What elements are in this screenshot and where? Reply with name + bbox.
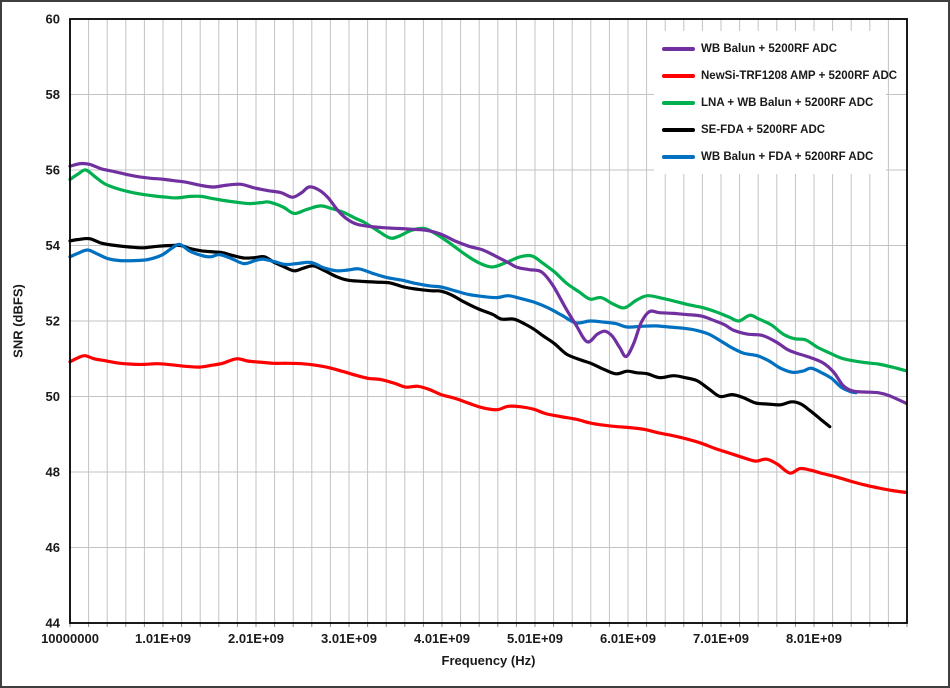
legend-item-1: WB Balun + 5200RF ADC xyxy=(662,35,886,62)
y-tick-label: 48 xyxy=(46,465,60,480)
y-tick-label: 52 xyxy=(46,314,60,329)
x-tick-label: 7.01E+09 xyxy=(693,631,749,646)
y-tick-label: 56 xyxy=(46,163,60,178)
y-tick-label: 44 xyxy=(46,616,61,631)
series-line-2 xyxy=(68,354,908,494)
x-tick-label: 10000000 xyxy=(41,631,99,646)
plot-border xyxy=(69,18,908,624)
series-line-3 xyxy=(68,168,908,373)
legend-label: WB Balun + 5200RF ADC xyxy=(701,42,838,55)
series-line-4 xyxy=(68,236,832,429)
legend-line-swatch xyxy=(662,154,695,159)
series-line-1 xyxy=(68,161,908,405)
x-tick-label: 5.01E+09 xyxy=(507,631,563,646)
legend-line-swatch xyxy=(662,127,695,132)
x-axis-title: Frequency (Hz) xyxy=(441,653,536,668)
legend-item-4: SE-FDA + 5200RF ADC xyxy=(662,116,886,143)
legend-label: SE-FDA + 5200RF ADC xyxy=(701,123,826,136)
y-tick-label: 50 xyxy=(46,389,60,404)
legend-item-2: NewSi-TRF1208 AMP + 5200RF ADC xyxy=(662,62,897,89)
legend-item-5: WB Balun + FDA + 5200RF ADC xyxy=(662,143,886,170)
legend: WB Balun + 5200RF ADC NewSi-TRF1208 AMP +… xyxy=(654,31,897,174)
series-line-5 xyxy=(68,242,858,395)
x-tick-label: 1.01E+09 xyxy=(135,631,191,646)
y-axis-title: SNR (dBFS) xyxy=(10,284,26,358)
x-tick-label: 6.01E+09 xyxy=(600,631,656,646)
x-tick-label: 4.01E+09 xyxy=(414,631,470,646)
legend-label: NewSi-TRF1208 AMP + 5200RF ADC xyxy=(701,69,898,82)
legend-item-3: LNA + WB Balun + 5200RF ADC xyxy=(662,89,886,116)
y-tick-label: 58 xyxy=(46,87,60,102)
y-tick-label: 46 xyxy=(46,540,60,555)
legend-line-swatch xyxy=(662,100,695,105)
x-tick-label: 3.01E+09 xyxy=(321,631,377,646)
y-tick-label: 54 xyxy=(46,238,61,253)
legend-label: LNA + WB Balun + 5200RF ADC xyxy=(701,96,874,109)
y-tick-label: 60 xyxy=(46,12,60,27)
series-lines xyxy=(68,161,908,494)
x-tick-label: 2.01E+09 xyxy=(228,631,284,646)
legend-label: WB Balun + FDA + 5200RF ADC xyxy=(701,150,874,163)
legend-line-swatch xyxy=(662,46,695,51)
x-tick-label: 8.01E+09 xyxy=(786,631,842,646)
legend-line-swatch xyxy=(662,73,695,78)
